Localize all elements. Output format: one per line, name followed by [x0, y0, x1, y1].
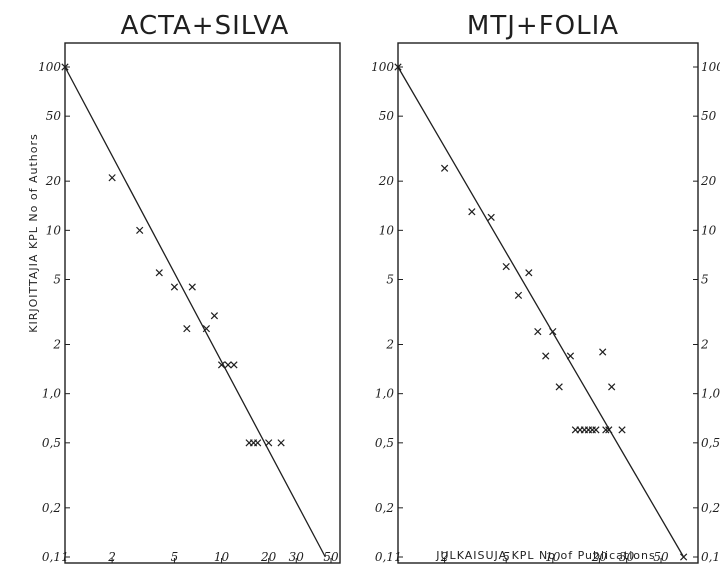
data-point — [592, 426, 600, 434]
x-tick-label: 1 — [61, 550, 69, 564]
y-tick-label: 1,0 — [42, 387, 61, 401]
y-tick-label: 2 — [52, 337, 61, 351]
data-point — [534, 327, 542, 336]
y-tick-label: 100 — [38, 60, 61, 74]
y-tick-label: 10 — [46, 223, 62, 237]
data-point — [108, 174, 116, 182]
data-point — [542, 352, 550, 360]
y-tick-label-right: 0,1 — [701, 550, 720, 564]
data-point — [566, 352, 575, 360]
chart-title: MTJ+FOLIA — [467, 11, 619, 41]
x-tick-label: 10 — [545, 550, 561, 564]
chart-panel-mtj-folia: MTJ+FOLIA 100 50 20 10 5 2 1,0 0,5 0,2 0,1 100 50 20 1… — [371, 11, 720, 564]
data-point — [525, 269, 533, 277]
y-tick-label: 10 — [379, 223, 395, 237]
data-point — [210, 312, 219, 320]
plot-frame — [397, 42, 699, 564]
y-tick-label: 0,2 — [42, 501, 61, 515]
x-tick-label: 10 — [214, 550, 230, 564]
y-tick-label-right: 50 — [701, 109, 717, 123]
data-point — [605, 426, 613, 434]
y-tick-label-right: 0,2 — [701, 501, 720, 515]
data-point — [679, 553, 688, 561]
data-point — [555, 383, 563, 391]
data-point — [224, 361, 232, 369]
y-tick-label-right: 0,5 — [701, 436, 720, 450]
y-tick-label-right: 20 — [700, 174, 717, 188]
y-tick-label: 0,5 — [375, 436, 394, 450]
data-point — [502, 262, 510, 271]
data-point — [265, 439, 273, 447]
fit-line — [397, 66, 685, 558]
data-point — [183, 325, 191, 333]
data-point — [61, 63, 69, 71]
y-tick-label: 100 — [371, 60, 394, 74]
x-tick-label: 5 — [502, 550, 510, 564]
y-tick-label: 0,2 — [375, 501, 394, 515]
y-tick-label: 5 — [386, 273, 394, 287]
y-axis-label: KIRJOITTAJIA KPL No of Authors — [27, 133, 40, 332]
fit-line — [64, 66, 326, 558]
data-point — [230, 361, 238, 369]
x-tick-label: 5 — [171, 550, 179, 564]
y-tick-label: 0,1 — [42, 550, 61, 564]
chart-panel-acta-silva: ACTA+SILVA 100 50 20 10 5 2 1,0 0,5 0,2 0,1 1 2 5 10 20… — [27, 11, 341, 564]
data-point — [440, 164, 449, 172]
x-tick-label: 2 — [440, 550, 449, 564]
data-point — [468, 208, 476, 216]
data-point — [254, 439, 262, 447]
y-tick-label-right: 5 — [701, 273, 709, 287]
data-point — [608, 383, 616, 391]
y-tick-label: 50 — [46, 109, 62, 123]
x-tick-label: 20 — [260, 550, 277, 564]
y-tick-label-right: 100 — [701, 60, 720, 74]
data-point — [217, 361, 226, 369]
x-tick-label: 50 — [323, 550, 339, 564]
data-point — [549, 327, 557, 336]
x-tick-label: 2 — [107, 550, 116, 564]
y-tick-label: 20 — [378, 174, 395, 188]
y-tick-label-right: 1,0 — [701, 387, 720, 401]
y-tick-label: 0,5 — [42, 436, 61, 450]
y-tick-label: 1,0 — [375, 387, 394, 401]
y-tick-label: 5 — [53, 273, 61, 287]
data-point — [136, 226, 144, 234]
x-tick-label: 30 — [619, 550, 635, 564]
data-point — [487, 213, 495, 222]
data-point — [155, 269, 163, 277]
x-tick-label: 30 — [289, 550, 305, 564]
x-tick-label: 1 — [394, 550, 402, 564]
y-tick-label-right: 2 — [700, 337, 709, 351]
data-point — [602, 426, 610, 434]
y-tick-label-right: 10 — [701, 223, 717, 237]
data-point — [394, 63, 402, 71]
data-point — [618, 426, 626, 434]
data-point — [170, 283, 179, 291]
x-tick-label: 20 — [591, 550, 608, 564]
y-tick-label: 2 — [385, 337, 394, 351]
data-point — [202, 325, 211, 333]
plot-frame — [64, 42, 341, 564]
data-point — [277, 439, 285, 447]
data-point — [188, 283, 196, 291]
y-tick-label: 0,1 — [375, 550, 394, 564]
y-tick-label: 50 — [379, 109, 395, 123]
x-axis-label: JULKAISUJA KPL No of Publications — [435, 549, 655, 562]
data-point — [599, 348, 607, 356]
y-tick-label: 20 — [45, 174, 62, 188]
chart-title: ACTA+SILVA — [121, 11, 290, 41]
x-tick-label: 50 — [653, 550, 669, 564]
data-point — [514, 291, 523, 299]
